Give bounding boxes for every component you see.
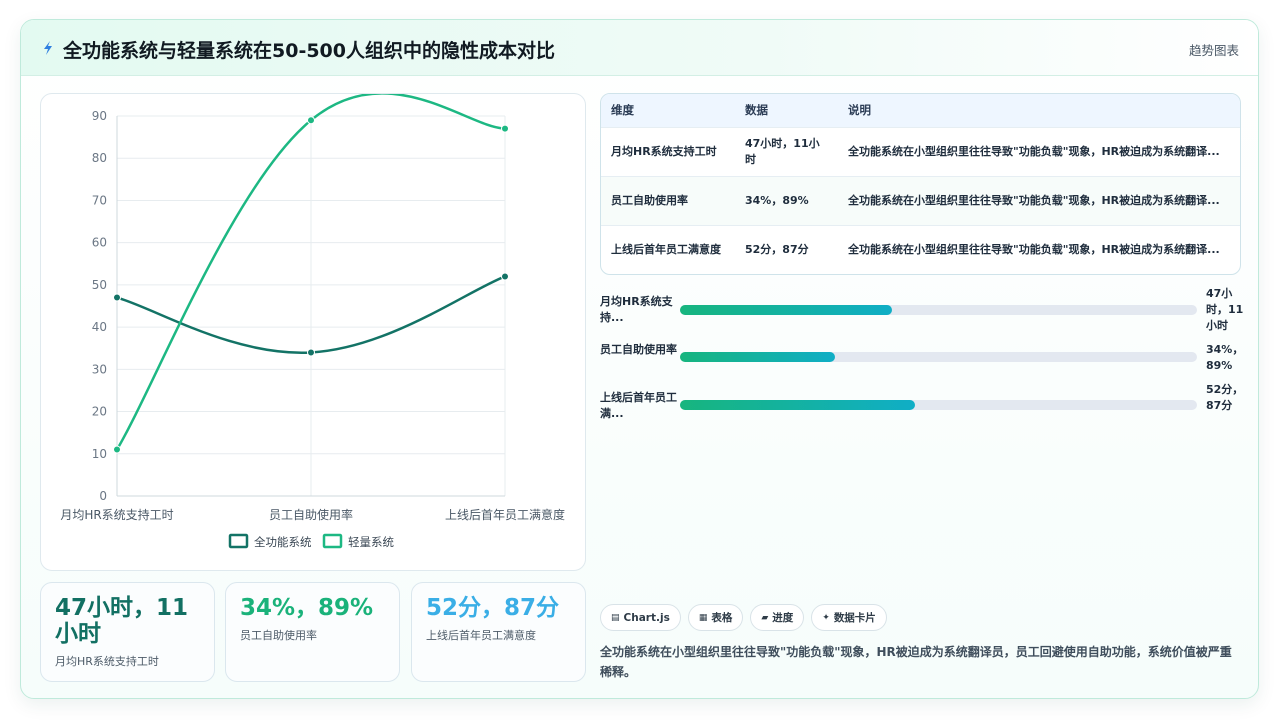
stat-card-satisfaction: 52分，87分 上线后首年员工满意度 xyxy=(411,582,586,682)
y-tick-label: 70 xyxy=(92,193,107,207)
cell-data: 52分，87分 xyxy=(745,242,809,256)
tag-label: 数据卡片 xyxy=(833,612,876,624)
stat-value: 34%，89% xyxy=(240,595,374,621)
progress-value: 34%，89% xyxy=(1206,343,1244,372)
cell-note: 全功能系统在小型组织里往往导致"功能负载"现象，HR被迫成为系统翻译... xyxy=(848,242,1220,256)
stat-value: 47小时，11小时 xyxy=(55,595,189,647)
tag-table[interactable]: ▦ 表格 xyxy=(687,604,744,631)
line-chart-panel: 0 10 20 30 40 50 60 70 80 90 月均HR系统支持工时 员工自助使用率 上线后首… xyxy=(40,93,586,571)
tag-label: Chart.js xyxy=(623,611,670,624)
data-point xyxy=(501,272,509,281)
table-row: 上线后首年员工满意度 52分，87分 全功能系统在小型组织里往往导致"功能负载"… xyxy=(601,225,1240,274)
line-chart: 0 10 20 30 40 50 60 70 80 90 月均HR系统支持工时 员工自助使用率 上线后首… xyxy=(60,94,565,549)
cell-dimension: 员工自助使用率 xyxy=(611,193,688,207)
cell-note: 全功能系统在小型组织里往往导致"功能负载"现象，HR被迫成为系统翻译... xyxy=(848,144,1220,158)
page-title: 全功能系统与轻量系统在50-500人组织中的隐性成本对比 xyxy=(63,40,555,62)
legend-swatch xyxy=(228,533,249,549)
cell-dimension: 上线后首年员工满意度 xyxy=(611,242,721,256)
cell-dimension: 月均HR系统支持工时 xyxy=(611,144,717,158)
data-point xyxy=(113,293,121,302)
column-header: 说明 xyxy=(848,103,871,118)
legend-swatch xyxy=(322,533,343,549)
progress-label: 月均HR系统支持... xyxy=(600,295,673,324)
progress-fill xyxy=(680,352,836,362)
table-icon: ▦ xyxy=(698,612,708,623)
x-tick-label: 员工自助使用率 xyxy=(269,507,353,522)
legend-label: 全功能系统 xyxy=(254,535,312,549)
table-header-row: 维度 数据 说明 xyxy=(601,94,1240,127)
tag-list: ▤ Chart.js ▦ 表格 ▰ 进度 ✦ 数据卡片 xyxy=(600,604,887,631)
x-tick-label: 月均HR系统支持工时 xyxy=(60,507,173,522)
table-row: 员工自助使用率 34%，89% 全功能系统在小型组织里往往导致"功能负载"现象，… xyxy=(601,176,1240,225)
cell-data: 34%，89% xyxy=(745,193,809,207)
stat-card-self-service: 34%，89% 员工自助使用率 xyxy=(225,582,400,682)
stat-card-hr-hours: 47小时，11小时 月均HR系统支持工时 xyxy=(40,582,215,682)
cell-note: 全功能系统在小型组织里往往导致"功能负载"现象，HR被迫成为系统翻译... xyxy=(848,193,1220,207)
tag-progress[interactable]: ▰ 进度 xyxy=(750,604,805,631)
data-point xyxy=(501,124,509,133)
lightning-icon xyxy=(44,41,52,55)
tag-chartjs[interactable]: ▤ Chart.js xyxy=(600,604,681,631)
progress-icon: ▰ xyxy=(761,612,769,623)
sparkle-icon: ✦ xyxy=(822,612,830,623)
y-tick-label: 90 xyxy=(92,109,107,123)
stat-label: 上线后首年员工满意度 xyxy=(426,629,536,642)
summary-note: 全功能系统在小型组织里往往导致"功能负载"现象，HR被迫成为系统翻译员，员工回避… xyxy=(600,645,1232,679)
progress-label: 上线后首年员工满... xyxy=(600,391,677,420)
chart-icon: ▤ xyxy=(611,612,620,623)
progress-value: 47小时，11小时 xyxy=(1206,287,1244,332)
table-row: 月均HR系统支持工时 47小时，11小时 全功能系统在小型组织里往往导致"功能负… xyxy=(601,127,1240,176)
comparison-table: 维度 数据 说明 月均HR系统支持工时 47小时，11小时 全功能系统在小型组织… xyxy=(600,93,1241,275)
stat-label: 员工自助使用率 xyxy=(240,629,317,642)
data-point xyxy=(307,116,315,125)
card-header: 全功能系统与轻量系统在50-500人组织中的隐性成本对比 趋势图表 xyxy=(21,20,1258,76)
y-tick-label: 10 xyxy=(92,447,107,461)
tag-label: 进度 xyxy=(772,612,794,624)
legend-label: 轻量系统 xyxy=(348,535,394,549)
y-tick-label: 0 xyxy=(99,489,107,503)
y-tick-label: 80 xyxy=(92,151,107,165)
x-tick-label: 上线后首年员工满意度 xyxy=(445,507,565,522)
report-card: 全功能系统与轻量系统在50-500人组织中的隐性成本对比 趋势图表 0 10 20 3… xyxy=(20,19,1259,699)
y-tick-label: 30 xyxy=(92,362,107,376)
column-header: 维度 xyxy=(611,103,634,118)
tag-label: 表格 xyxy=(711,612,733,624)
y-tick-label: 20 xyxy=(92,405,107,419)
stat-value: 52分，87分 xyxy=(426,595,560,621)
tag-data-card[interactable]: ✦ 数据卡片 xyxy=(811,604,887,631)
cell-data: 47小时，11小时 xyxy=(745,136,820,166)
y-tick-label: 40 xyxy=(92,320,107,334)
series-line xyxy=(115,94,506,451)
progress-track xyxy=(680,352,1197,362)
data-point xyxy=(113,445,121,454)
progress-fill xyxy=(680,305,892,315)
y-tick-label: 60 xyxy=(92,236,107,250)
trend-chart-link[interactable]: 趋势图表 xyxy=(1188,43,1239,58)
stat-label: 月均HR系统支持工时 xyxy=(55,655,159,668)
progress-track xyxy=(680,305,1197,315)
y-tick-label: 50 xyxy=(92,278,107,292)
data-point xyxy=(307,348,315,357)
column-header: 数据 xyxy=(745,103,768,118)
progress-label: 员工自助使用率 xyxy=(600,343,677,356)
progress-fill xyxy=(680,400,916,410)
progress-track xyxy=(680,400,1197,410)
progress-value: 52分，87分 xyxy=(1206,383,1244,412)
